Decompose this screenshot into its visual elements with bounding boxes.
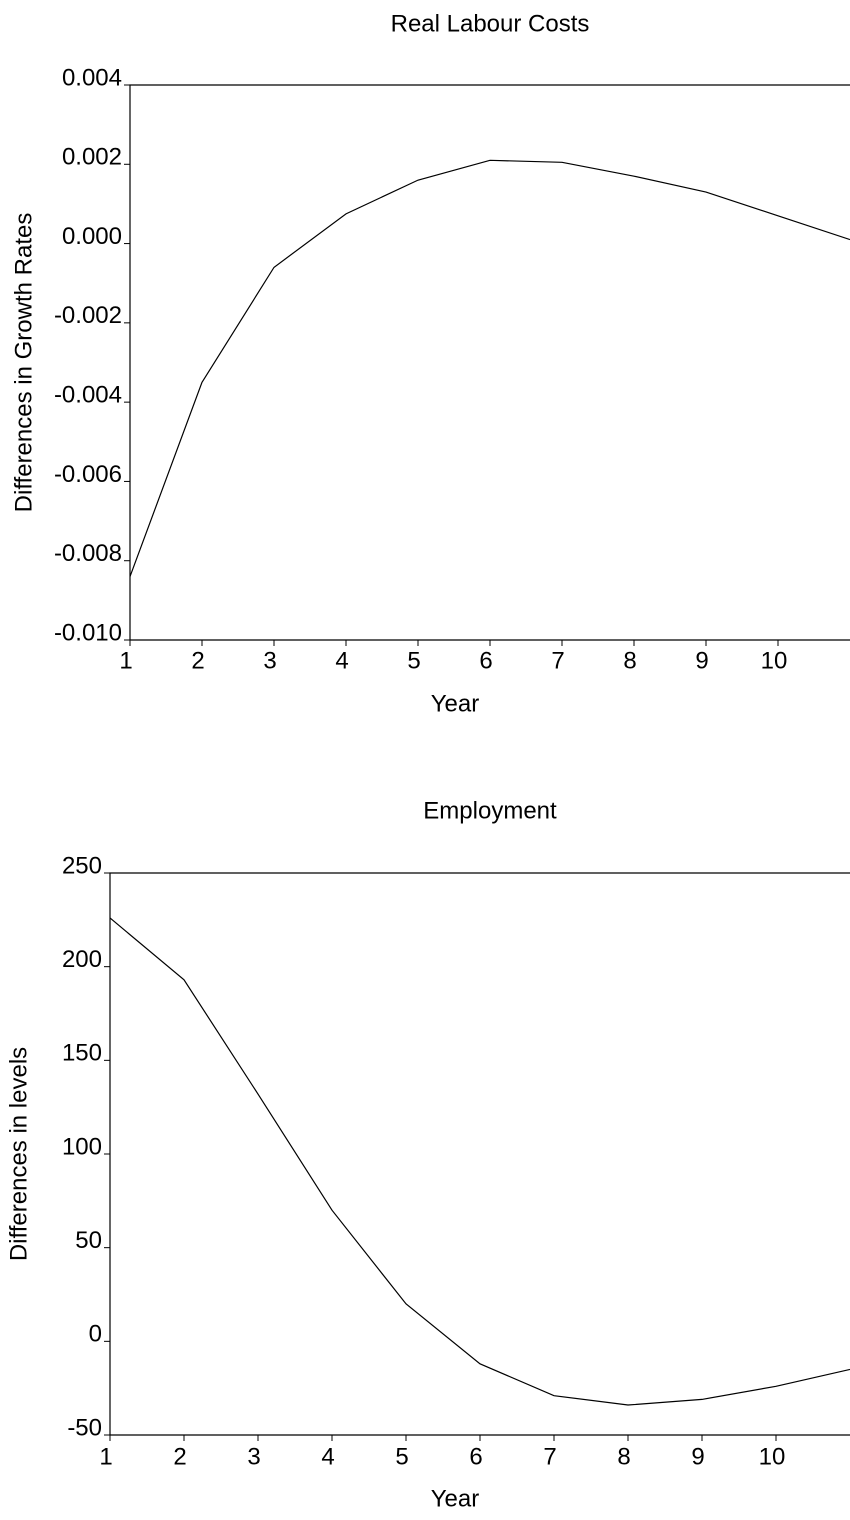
y-tick-label: 50 bbox=[75, 1227, 102, 1254]
x-tick-label: 10 bbox=[761, 647, 788, 674]
plot-frame bbox=[109, 872, 850, 1436]
x-tick-label: 2 bbox=[173, 1443, 186, 1470]
y-axis-label: Differences in levels bbox=[5, 1047, 32, 1261]
y-tick-label: -0.006 bbox=[54, 461, 122, 488]
y-tick-label: -0.002 bbox=[54, 302, 122, 329]
x-tick-label: 1 bbox=[99, 1443, 112, 1470]
x-tick-label: 7 bbox=[543, 1443, 556, 1470]
x-axis-label: Year bbox=[431, 1485, 480, 1512]
chart-title: Real Labour Costs bbox=[391, 10, 590, 37]
x-tick-label: 8 bbox=[617, 1443, 630, 1470]
y-tick-label: 100 bbox=[62, 1133, 102, 1160]
y-tick-label: 0 bbox=[89, 1321, 102, 1348]
x-tick-label: 3 bbox=[263, 647, 276, 674]
y-tick-label: -0.010 bbox=[54, 619, 122, 646]
y-axis-label: Differences in Growth Rates bbox=[10, 213, 37, 513]
y-tick-label: -50 bbox=[67, 1414, 102, 1441]
x-tick-label: 4 bbox=[321, 1443, 334, 1470]
y-tick-label: 150 bbox=[62, 1040, 102, 1067]
x-tick-label: 1 bbox=[119, 647, 132, 674]
chart-title: Employment bbox=[423, 797, 557, 824]
x-tick-label: 3 bbox=[247, 1443, 260, 1470]
y-tick-label: 0.004 bbox=[62, 64, 122, 91]
plot-frame bbox=[129, 84, 850, 641]
x-tick-label: 9 bbox=[695, 647, 708, 674]
x-tick-label: 4 bbox=[335, 647, 348, 674]
y-tick-label: 250 bbox=[62, 852, 102, 879]
y-tick-label: -0.008 bbox=[54, 540, 122, 567]
y-tick-label: 200 bbox=[62, 946, 102, 973]
y-tick-label: 0.002 bbox=[62, 144, 122, 171]
line-series bbox=[109, 917, 850, 1406]
x-tick-label: 7 bbox=[551, 647, 564, 674]
x-tick-label: 10 bbox=[759, 1443, 786, 1470]
x-tick-label: 5 bbox=[395, 1443, 408, 1470]
x-tick-label: 9 bbox=[691, 1443, 704, 1470]
x-tick-label: 2 bbox=[191, 647, 204, 674]
y-tick-label: -0.004 bbox=[54, 381, 122, 408]
x-axis-label: Year bbox=[431, 690, 480, 717]
x-tick-label: 6 bbox=[469, 1443, 482, 1470]
x-tick-label: 5 bbox=[407, 647, 420, 674]
y-tick-label: 0.000 bbox=[62, 223, 122, 250]
x-tick-label: 8 bbox=[623, 647, 636, 674]
line-series bbox=[129, 159, 850, 577]
x-tick-label: 6 bbox=[479, 647, 492, 674]
